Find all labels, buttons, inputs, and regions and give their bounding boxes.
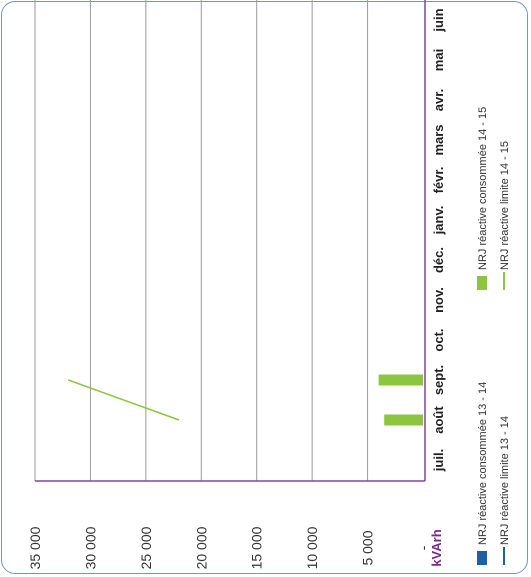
category-tick-label: nov. bbox=[431, 287, 446, 313]
series-line bbox=[68, 379, 180, 421]
category-tick-label: févr. bbox=[431, 167, 446, 194]
category-tick-label: août bbox=[431, 406, 446, 434]
category-tick-label: juin bbox=[431, 8, 446, 32]
category-tick-label: mars bbox=[431, 124, 446, 155]
value-tick-label: 30 000 bbox=[82, 526, 98, 569]
value-tick-label: 20 000 bbox=[193, 526, 209, 569]
category-tick-label: sept. bbox=[431, 365, 446, 395]
value-tick-label: 15 000 bbox=[249, 526, 265, 569]
bars bbox=[378, 374, 423, 426]
legend-swatch bbox=[477, 276, 487, 290]
legend-swatch bbox=[477, 551, 487, 565]
category-tick-label: déc. bbox=[431, 247, 446, 273]
legend-label: NRJ réactive limite 13 - 14 bbox=[499, 416, 511, 545]
legend-label: NRJ réactive consommée 14 - 15 bbox=[477, 107, 489, 270]
legend-label: NRJ réactive consommée 13 - 14 bbox=[477, 382, 489, 545]
legend-label: NRJ réactive limite 14 - 15 bbox=[499, 141, 511, 270]
bar bbox=[384, 414, 423, 426]
value-tick-label: 10 000 bbox=[304, 526, 320, 569]
axes: - 5 000 10 000 15 000 20 000 25 000 30 000 35 0… bbox=[27, 0, 446, 569]
value-tick-label: 25 000 bbox=[138, 526, 154, 569]
category-tick-label: juil. bbox=[431, 449, 446, 472]
series-lines bbox=[68, 379, 180, 421]
value-tick-label: 5 000 bbox=[360, 530, 376, 565]
category-tick-label: oct. bbox=[431, 328, 446, 351]
unit-label: kVArh bbox=[429, 529, 444, 566]
category-tick-label: avr. bbox=[431, 89, 446, 111]
category-tick-label: mai bbox=[431, 49, 446, 71]
legend: NRJ réactive consommée 13 - 14 NRJ réacti… bbox=[477, 107, 511, 565]
bar bbox=[378, 374, 423, 386]
grid-lines bbox=[34, 0, 369, 481]
value-tick-label: 35 000 bbox=[27, 526, 43, 569]
category-tick-label: janv. bbox=[431, 206, 446, 236]
value-tick-label: - bbox=[415, 545, 431, 550]
